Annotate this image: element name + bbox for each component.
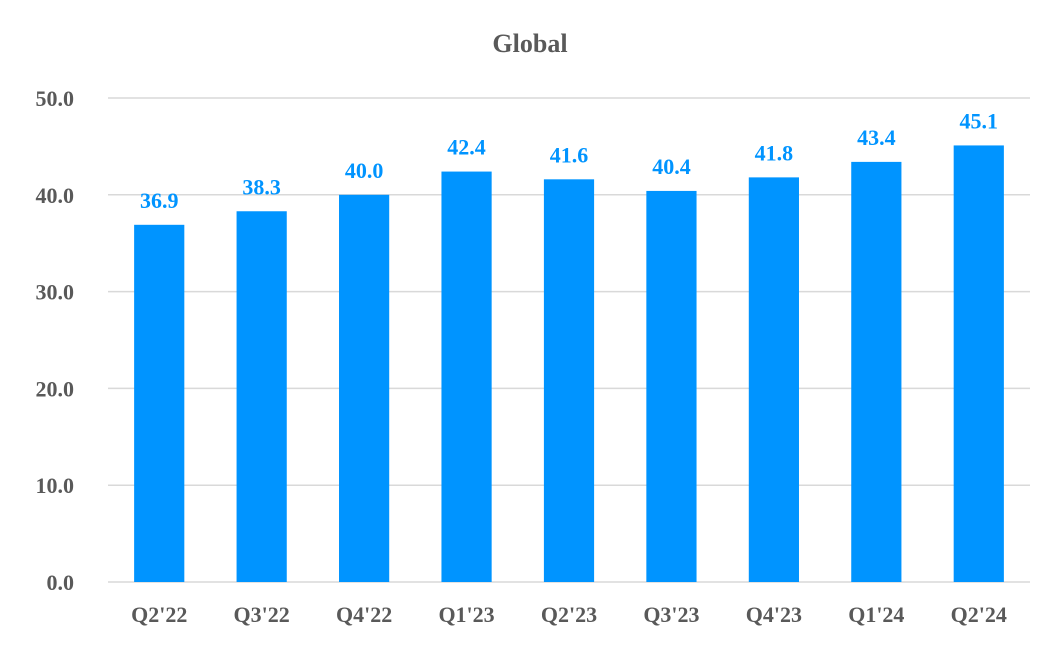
y-axis-ticks: 0.0 10.0 20.0 30.0 40.0 50.0 [36, 86, 75, 595]
data-label: 41.8 [755, 140, 794, 165]
data-label: 40.0 [345, 158, 384, 183]
bar [339, 194, 390, 583]
y-tick-label: 30.0 [36, 280, 75, 305]
y-tick-label: 50.0 [36, 86, 75, 111]
bar [236, 211, 287, 583]
data-label: 42.4 [447, 135, 486, 160]
x-tick-label: Q2'22 [131, 602, 187, 627]
x-tick-label: Q1'23 [438, 602, 494, 627]
data-labels: 36.9 38.3 40.0 42.4 41.6 40.4 41.8 43.4 45.1 [140, 108, 998, 212]
x-axis-ticks: Q2'22 Q3'22 Q4'22 Q1'23 Q2'23 Q3'23 Q4'23 Q1'24… [131, 602, 1007, 627]
bar [851, 161, 902, 582]
bar [543, 179, 595, 582]
bar [953, 145, 1004, 582]
chart-title: Global [492, 29, 567, 58]
data-label: 41.6 [550, 142, 589, 167]
data-label: 36.9 [140, 188, 179, 213]
x-tick-label: Q2'24 [951, 602, 1007, 627]
data-label: 40.4 [652, 154, 691, 179]
data-label: 38.3 [242, 174, 281, 199]
bar [134, 224, 185, 583]
bar [646, 190, 697, 583]
bar [441, 171, 492, 582]
y-tick-label: 10.0 [36, 473, 75, 498]
bar [748, 177, 799, 582]
x-tick-label: Q2'23 [541, 602, 597, 627]
x-tick-label: Q3'22 [234, 602, 290, 627]
y-tick-label: 20.0 [36, 376, 75, 401]
x-tick-label: Q1'24 [848, 602, 904, 627]
y-tick-label: 40.0 [36, 183, 75, 208]
bars [134, 145, 1004, 583]
x-tick-label: Q4'23 [746, 602, 802, 627]
x-tick-label: Q4'22 [336, 602, 392, 627]
y-tick-label: 0.0 [47, 570, 75, 595]
data-label: 43.4 [857, 125, 896, 150]
data-label: 45.1 [960, 108, 999, 133]
x-tick-label: Q3'23 [643, 602, 699, 627]
